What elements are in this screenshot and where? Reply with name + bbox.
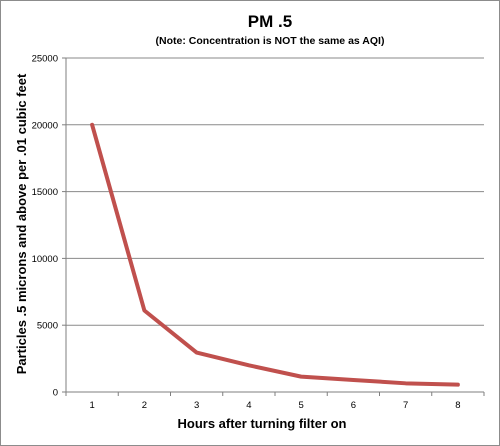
- y-tick-label: 0: [53, 388, 58, 399]
- x-tick-label: 7: [403, 400, 408, 411]
- y-tick-label: 15000: [32, 187, 58, 198]
- y-tick-label: 20000: [32, 120, 58, 131]
- x-tick-label: 8: [455, 400, 460, 411]
- y-axis-label: Particles .5 microns and above per .01 c…: [14, 73, 29, 374]
- y-tick-label: 10000: [32, 254, 58, 265]
- x-tick-label: 2: [142, 400, 147, 411]
- y-axis-ticks: 0 5000 10000 15000 20000 25000: [32, 54, 66, 399]
- y-tick-label: 5000: [37, 321, 58, 332]
- gridlines: [66, 57, 484, 326]
- series-line: [90, 122, 460, 387]
- x-tick-label: 3: [194, 400, 199, 411]
- x-tick-label: 6: [351, 400, 356, 411]
- x-tick-label: 5: [298, 400, 303, 411]
- x-axis-label: Hours after turning filter on: [178, 416, 347, 431]
- series-group: [90, 122, 460, 387]
- chart-subtitle: (Note: Concentration is NOT the same as …: [156, 35, 385, 47]
- x-tick-label: 1: [89, 400, 94, 411]
- y-tick-label: 25000: [32, 54, 58, 65]
- x-axis-ticks: 1 2 3 4 5 6 7 8: [65, 392, 485, 411]
- x-tick-label: 4: [246, 400, 251, 411]
- chart-title: PM .5: [248, 12, 292, 31]
- axes: [65, 58, 484, 393]
